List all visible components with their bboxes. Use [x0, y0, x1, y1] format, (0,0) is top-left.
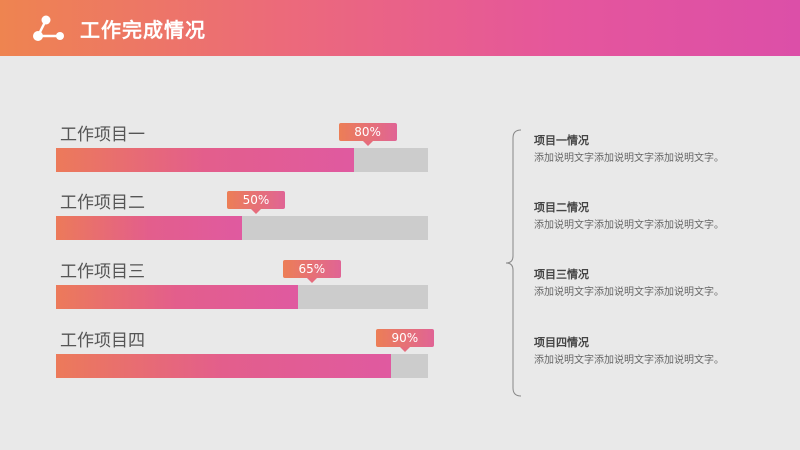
description-block: 项目二情况 添加说明文字添加说明文字添加说明文字。: [534, 200, 724, 234]
description-title: 项目四情况: [534, 336, 589, 349]
progress-fill: [56, 148, 354, 172]
progress-track: [56, 148, 428, 172]
description-text: 添加说明文字添加说明文字添加说明文字。: [534, 220, 724, 231]
percent-tag: 80%: [338, 123, 397, 146]
progress-track: [56, 285, 428, 309]
percent-tag: 50%: [227, 191, 285, 214]
progress-item: 工作项目二 50%: [56, 188, 428, 248]
progress-fill: [56, 216, 242, 240]
description-text: 添加说明文字添加说明文字添加说明文字。: [534, 153, 724, 164]
progress-track: [56, 216, 428, 240]
description-text: 添加说明文字添加说明文字添加说明文字。: [534, 287, 724, 298]
title-bar: 工作完成情况: [0, 0, 800, 56]
progress-track: [56, 354, 428, 378]
percent-tag: 65%: [282, 260, 341, 283]
description-block: 项目一情况 添加说明文字添加说明文字添加说明文字。: [534, 133, 724, 167]
curly-brace: [505, 129, 522, 397]
description-block: 项目三情况 添加说明文字添加说明文字添加说明文字。: [534, 267, 724, 301]
share-icon: [33, 15, 64, 41]
progress-item: 工作项目三 65%: [56, 257, 428, 317]
progress-item: 工作项目一 80%: [56, 120, 428, 180]
progress-fill: [56, 285, 298, 309]
progress-fill: [56, 354, 391, 378]
description-block: 项目四情况 添加说明文字添加说明文字添加说明文字。: [534, 335, 724, 369]
page-title: 工作完成情况: [80, 18, 206, 42]
progress-label: 工作项目四: [60, 331, 145, 351]
progress-label: 工作项目二: [60, 193, 145, 213]
description-title: 项目一情况: [534, 134, 589, 147]
description-text: 添加说明文字添加说明文字添加说明文字。: [534, 355, 724, 366]
description-title: 项目三情况: [534, 268, 589, 281]
description-title: 项目二情况: [534, 201, 589, 214]
percent-tag: 90%: [375, 329, 434, 352]
progress-label: 工作项目一: [60, 125, 145, 145]
progress-label: 工作项目三: [60, 262, 145, 282]
progress-item: 工作项目四 90%: [56, 326, 434, 386]
